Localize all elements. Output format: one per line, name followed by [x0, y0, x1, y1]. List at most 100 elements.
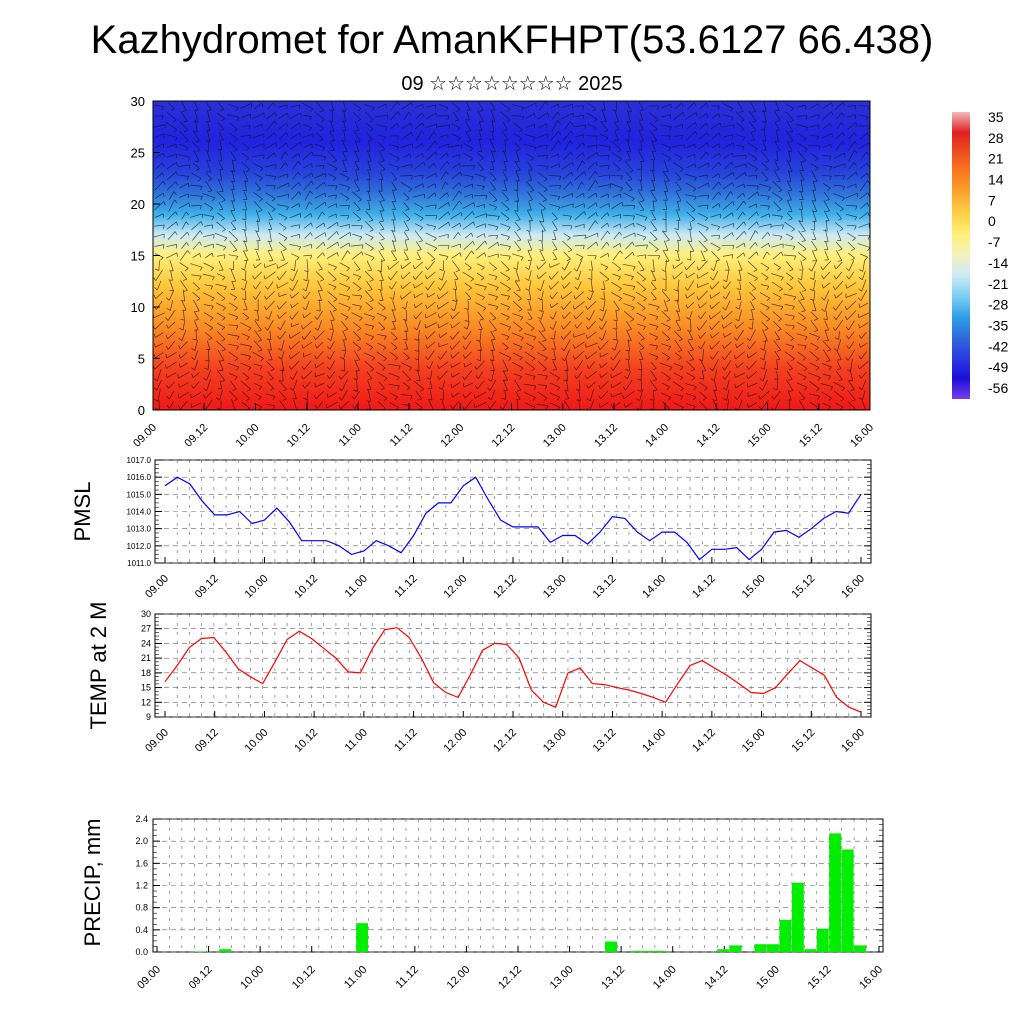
- wind-barb: [810, 311, 819, 319]
- wind-barb: [736, 321, 745, 329]
- wind-barb-flag: [780, 277, 784, 281]
- wind-barb-flag: [610, 356, 614, 361]
- wind-barb: [636, 312, 647, 319]
- wind-barb: [859, 192, 869, 200]
- wind-barb: [589, 290, 594, 301]
- wind-barb: [685, 392, 697, 398]
- wind-barb: [404, 240, 409, 251]
- wind-barb: [846, 183, 857, 188]
- wind-barb-flag: [381, 408, 386, 410]
- wind-barb: [810, 153, 819, 159]
- wind-barb: [264, 174, 277, 177]
- wind-barb: [649, 353, 659, 358]
- wind-barb: [614, 340, 619, 351]
- wind-barb: [304, 213, 312, 219]
- wind-barb: [662, 401, 670, 409]
- wind-barb: [426, 104, 436, 108]
- wind-barb-flag: [858, 303, 860, 308]
- wind-barb-flag: [825, 210, 830, 212]
- wind-barb-flag: [569, 140, 573, 145]
- wind-barb: [685, 182, 697, 190]
- wind-barb-flag: [200, 196, 203, 201]
- wind-barb: [600, 222, 608, 229]
- wind-barb: [650, 281, 657, 289]
- wind-barb-flag: [709, 326, 712, 330]
- wind-barb-flag: [532, 137, 536, 141]
- wind-barb: [762, 379, 768, 391]
- wind-barb-flag: [531, 368, 536, 372]
- wind-barb-flag: [652, 229, 657, 232]
- wind-barb-flag: [177, 394, 180, 399]
- wind-barb-flag: [576, 399, 581, 402]
- wind-barb: [388, 163, 400, 168]
- wind-barb-flag: [691, 377, 696, 381]
- wind-barb-flag: [426, 377, 431, 380]
- x-tick-label: 11.12: [388, 422, 415, 449]
- wind-barb-flag: [628, 178, 633, 182]
- wind-barb: [364, 104, 375, 108]
- wind-barb: [586, 370, 598, 380]
- wind-barb: [623, 391, 635, 400]
- x-tick-label: 11.12: [394, 964, 421, 991]
- wind-barb-flag: [506, 278, 511, 282]
- wind-barb: [352, 112, 362, 120]
- wind-barb: [365, 270, 374, 280]
- wind-barb-flag: [247, 388, 251, 392]
- wind-barb: [775, 129, 779, 142]
- wind-barb: [785, 343, 794, 347]
- wind-barb: [477, 110, 484, 122]
- wind-barb-flag: [710, 276, 714, 281]
- wind-barb-flag: [642, 289, 647, 292]
- wind-barb-flag: [850, 389, 855, 391]
- wind-barb-flag: [617, 268, 622, 272]
- wind-barb: [513, 133, 523, 139]
- wind-barb: [166, 111, 177, 121]
- wind-barb: [165, 122, 178, 130]
- wind-barb-flag: [560, 295, 563, 300]
- wind-barb-flag: [471, 250, 475, 255]
- wind-barb-flag: [685, 304, 689, 309]
- wind-barb: [377, 342, 387, 348]
- wind-barb-flag: [619, 250, 623, 255]
- wind-barb-flag: [718, 132, 721, 137]
- wind-barb-flag: [418, 407, 423, 410]
- wind-barb: [354, 401, 360, 409]
- wind-barb: [367, 161, 372, 171]
- wind-barb-flag: [421, 130, 425, 135]
- wind-barb-flag: [426, 293, 428, 298]
- wind-barb-flag: [370, 247, 374, 251]
- wind-barb: [612, 273, 621, 278]
- wind-barb-flag: [479, 169, 484, 172]
- wind-barb: [366, 371, 372, 379]
- wind-barb-flag: [707, 195, 710, 200]
- wind-barb-flag: [756, 185, 759, 190]
- wind-barb: [180, 400, 188, 410]
- wind-barb-flag: [540, 259, 545, 262]
- wind-barb: [661, 310, 671, 320]
- wind-barb-flag: [595, 180, 599, 184]
- wind-barb-flag: [504, 347, 509, 351]
- wind-barb: [356, 378, 358, 392]
- wind-barb: [748, 110, 757, 122]
- wind-barb: [440, 280, 447, 291]
- wind-barb-flag: [572, 162, 574, 167]
- wind-barb-flag: [428, 398, 433, 401]
- wind-barb-flag: [535, 102, 537, 107]
- wind-barb: [550, 131, 560, 141]
- wind-barb-flag: [506, 109, 511, 112]
- wind-barb: [612, 214, 621, 218]
- wind-barb: [788, 150, 792, 162]
- wind-barb-flag: [320, 279, 325, 282]
- wind-barb: [414, 292, 424, 299]
- wind-barb: [612, 261, 622, 270]
- wind-barb: [415, 112, 423, 120]
- wind-barb: [438, 254, 449, 257]
- wind-barb: [255, 230, 261, 241]
- wind-barb-flag: [650, 399, 655, 401]
- wind-barb: [611, 281, 622, 289]
- wind-barb-flag: [544, 357, 548, 361]
- wind-barb: [700, 331, 707, 339]
- wind-barb: [306, 259, 309, 272]
- wind-barb: [477, 101, 484, 111]
- wind-barb: [663, 179, 669, 192]
